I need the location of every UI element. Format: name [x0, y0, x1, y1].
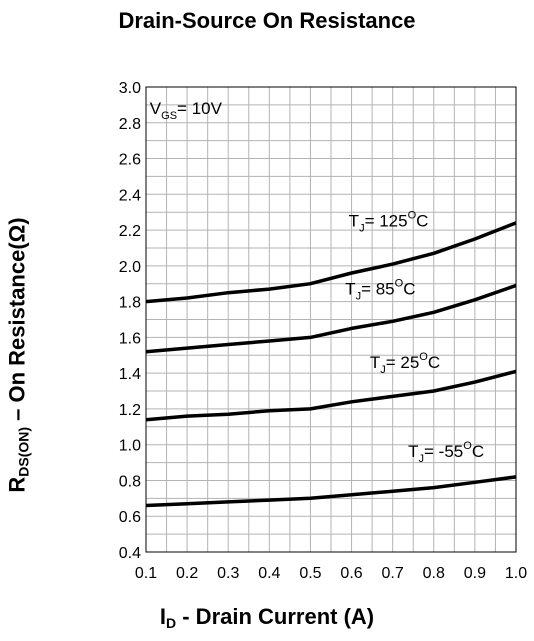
- plot-frame: [145, 86, 517, 553]
- chart-title: Drain-Source On Resistance: [118, 8, 416, 33]
- y-tick-label: 2.4: [119, 187, 141, 204]
- series-line: [145, 475, 517, 508]
- y-tick-label: 2.0: [119, 259, 141, 276]
- y-tick-label: 1.2: [119, 402, 141, 419]
- x-tick-label: 1.0: [505, 565, 527, 582]
- y-tick-label: 2.2: [119, 223, 141, 240]
- y-tick-label: 0.8: [119, 473, 141, 490]
- x-tick-label: 0.2: [176, 565, 198, 582]
- y-tick-label: 0.6: [119, 509, 141, 526]
- series-line: [145, 369, 517, 422]
- x-tick-label: 0.8: [423, 565, 445, 582]
- series-lines: [145, 221, 517, 508]
- y-tick-label: 1.8: [119, 295, 141, 312]
- y-tick-label: 2.6: [119, 152, 141, 169]
- y-tick-label: 1.0: [119, 438, 141, 455]
- series-line: [145, 221, 517, 304]
- grid: [145, 86, 517, 553]
- y-tick-label: 1.4: [119, 366, 141, 383]
- series-label: TJ= 125OC: [349, 210, 429, 235]
- series-labels: TJ= 125OC TJ= 85OC TJ= 25OC TJ= -55OC VGS= 1…: [150, 99, 484, 465]
- series-label: TJ= 85OC: [345, 277, 415, 302]
- x-tick-label: 0.6: [340, 565, 362, 582]
- series-label: TJ= -55OC: [408, 440, 484, 465]
- series-line: [145, 283, 517, 354]
- y-tick-label: 1.6: [119, 330, 141, 347]
- x-axis-label: ID - Drain Current (A): [159, 604, 375, 631]
- y-tick-label: 3.0: [119, 80, 141, 97]
- condition-label: VGS= 10V: [150, 99, 223, 122]
- y-tick-label: 2.8: [119, 116, 141, 133]
- series-label: TJ= 25OC: [370, 351, 440, 376]
- y-tick-label: 0.4: [119, 545, 141, 562]
- x-tick-label: 0.4: [258, 565, 280, 582]
- x-tick-label: 0.3: [217, 565, 239, 582]
- x-tick-label: 0.7: [382, 565, 404, 582]
- x-tick-label: 0.9: [464, 565, 486, 582]
- tick-labels: 0.1 0.2 0.3 0.4 0.5 0.6 0.7 0.8 0.9 1.0 0.4 0.6 0.8 1…: [119, 80, 527, 582]
- x-tick-label: 0.5: [299, 565, 321, 582]
- x-tick-label: 0.1: [135, 565, 157, 582]
